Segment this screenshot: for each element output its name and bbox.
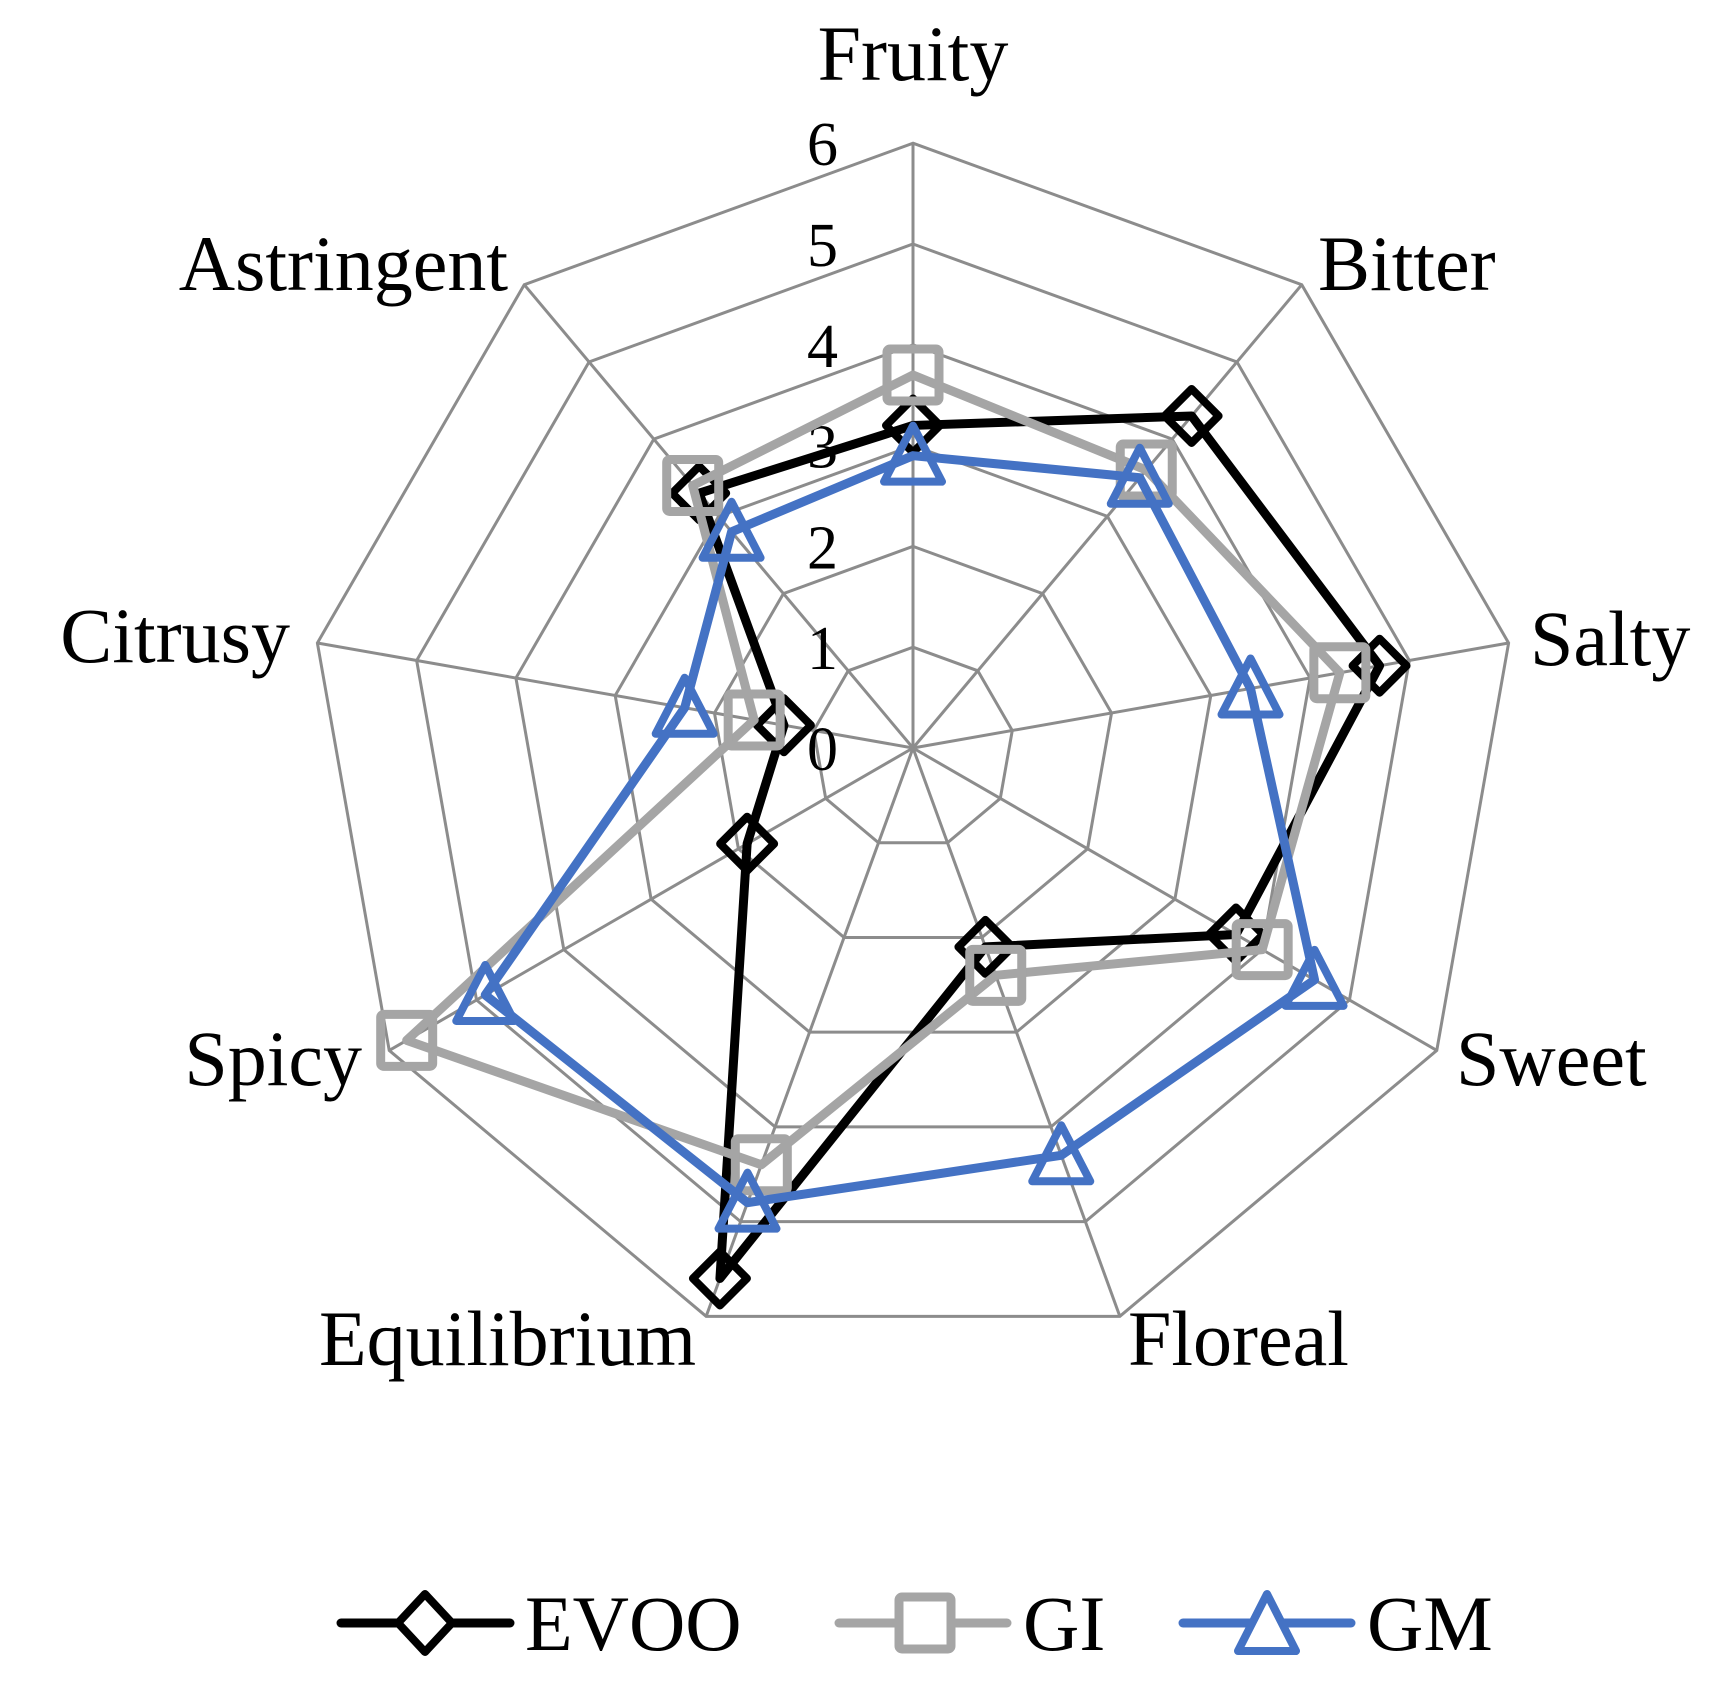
- legend-label-evoo: EVOO: [525, 1580, 742, 1667]
- triangle-marker-icon: [1234, 1590, 1300, 1655]
- diamond-marker-icon: [394, 1590, 456, 1656]
- square-marker-icon: [1309, 642, 1371, 704]
- grid-spoke: [523, 283, 915, 749]
- grid-spoke: [911, 747, 1122, 1317]
- grid-spoke: [911, 283, 1303, 749]
- axis-label-bitter: Bitter: [1318, 220, 1496, 307]
- square-marker-icon: [723, 689, 785, 751]
- legend-label-gm: GM: [1367, 1580, 1493, 1667]
- triangle-marker-icon: [1281, 945, 1348, 1010]
- grid-ring: [514, 343, 1312, 1129]
- axis-label-sweet: Sweet: [1456, 1015, 1647, 1102]
- tick-label: 6: [807, 111, 838, 179]
- grid-spoke: [704, 747, 915, 1317]
- axis-label-spicy: Spicy: [184, 1015, 362, 1102]
- grid-spoke: [317, 641, 914, 750]
- square-marker-icon: [882, 344, 944, 406]
- diamond-marker-icon: [716, 812, 779, 875]
- triangle-marker-icon: [714, 1168, 781, 1233]
- square-marker-icon: [662, 454, 724, 516]
- grid-ring: [712, 544, 1114, 939]
- tick-label: 1: [807, 615, 838, 683]
- diamond-marker-icon: [688, 1247, 751, 1310]
- axis-labels: Fruity Bitter Salty Sweet Floreal Equilibrium…: [60, 10, 1690, 1382]
- triangle-marker-icon: [698, 497, 765, 562]
- axis-label-equilibrium: Equilibrium: [319, 1295, 696, 1382]
- diamond-marker-icon: [1160, 384, 1223, 447]
- legend-label-gi: GI: [1023, 1580, 1105, 1667]
- axis-label-floreal: Floreal: [1128, 1295, 1349, 1382]
- legend-item-evoo[interactable]: EVOO: [336, 1580, 742, 1667]
- series-line: [480, 451, 1320, 1208]
- grid-spoke: [912, 746, 1438, 1052]
- series-line: [694, 411, 1385, 1283]
- diamond-marker-icon: [954, 915, 1017, 978]
- grid-ring: [315, 141, 1511, 1318]
- axis-label-citrusy: Citrusy: [60, 592, 290, 679]
- diamond-marker-icon: [752, 694, 815, 757]
- square-marker-icon: [1231, 919, 1293, 981]
- radar-grid: [315, 141, 1511, 1318]
- triangle-marker-icon: [1217, 654, 1284, 719]
- legend: EVOO GI GM: [336, 1580, 1493, 1667]
- legend-item-gm[interactable]: GM: [1178, 1580, 1493, 1667]
- grid-spoke: [388, 746, 914, 1052]
- square-marker-icon: [376, 1009, 438, 1071]
- tick-label: 2: [807, 514, 838, 582]
- square-marker-icon: [894, 1592, 956, 1654]
- legend-item-gi[interactable]: GI: [834, 1580, 1105, 1667]
- grid-ring: [812, 645, 1014, 845]
- axis-label-fruity: Fruity: [818, 10, 1009, 97]
- triangle-marker-icon: [452, 960, 519, 1025]
- axis-label-astringent: Astringent: [179, 220, 509, 307]
- triangle-marker-icon: [880, 421, 946, 486]
- series-gm: [452, 421, 1348, 1233]
- square-marker-icon: [965, 944, 1027, 1006]
- series-line: [402, 370, 1345, 1170]
- tick-label: 4: [807, 313, 838, 381]
- axis-label-salty: Salty: [1530, 595, 1690, 682]
- tick-label: 5: [807, 212, 838, 280]
- triangle-marker-icon: [1028, 1121, 1095, 1186]
- data-series: [376, 344, 1411, 1310]
- grid-ring: [415, 242, 1411, 1224]
- grid-spoke: [912, 641, 1509, 750]
- triangle-marker-icon: [651, 673, 718, 738]
- triangle-marker-icon: [1106, 443, 1173, 508]
